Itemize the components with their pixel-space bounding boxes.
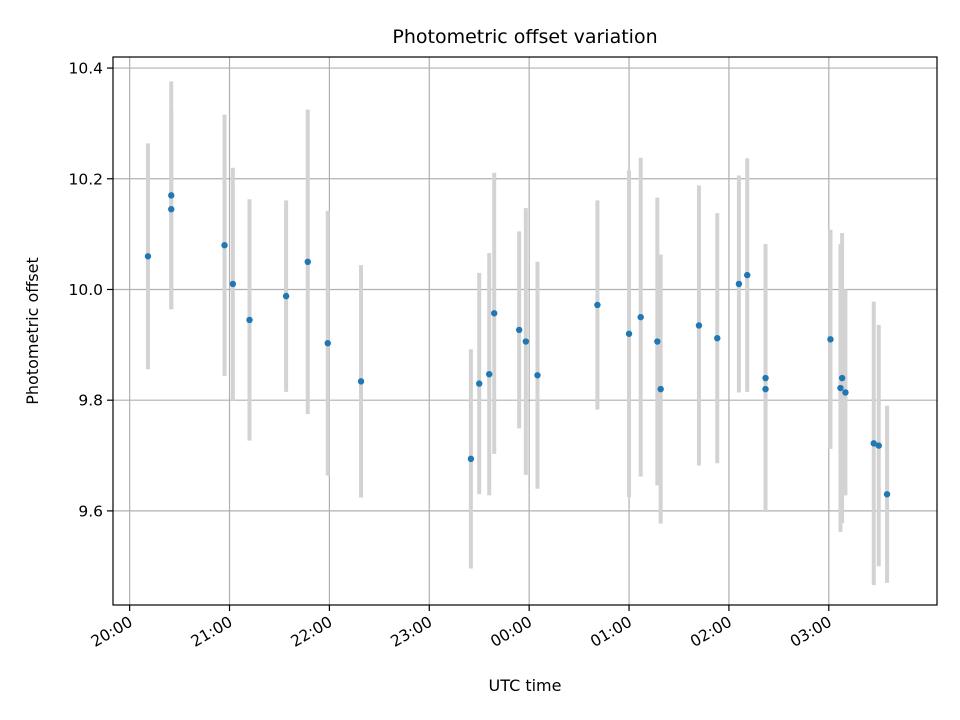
data-point xyxy=(637,313,644,321)
y-tick-label: 9.8 xyxy=(78,392,103,410)
chart-title: Photometric offset variation xyxy=(392,26,657,48)
data-point xyxy=(221,242,228,249)
data-point xyxy=(304,258,311,266)
y-tick-label: 10.0 xyxy=(68,281,103,299)
data-point xyxy=(762,374,769,382)
data-point xyxy=(534,372,541,379)
data-point xyxy=(246,316,253,324)
data-point xyxy=(762,385,769,393)
data-point xyxy=(827,336,834,343)
data-point xyxy=(837,384,844,392)
data-point xyxy=(476,380,483,387)
data-point xyxy=(870,440,877,447)
data-point xyxy=(515,326,523,334)
data-point xyxy=(168,192,175,199)
data-point xyxy=(594,301,601,309)
data-point xyxy=(735,280,743,288)
x-axis-label: UTC time xyxy=(489,676,562,695)
data-point xyxy=(282,292,290,300)
data-point xyxy=(522,338,530,345)
data-point xyxy=(714,334,721,342)
data-point xyxy=(467,455,475,463)
y-axis-ticks: 9.6 9.8 10.0 10.2 10.4 xyxy=(68,60,113,520)
y-axis-label: Photometric offset xyxy=(23,257,42,405)
data-points xyxy=(144,192,891,498)
data-point xyxy=(486,370,493,378)
data-point xyxy=(625,330,633,337)
data-point xyxy=(324,339,331,347)
data-point xyxy=(654,338,661,345)
data-point xyxy=(357,378,365,385)
plot-frame xyxy=(112,56,938,606)
data-point xyxy=(657,385,664,393)
y-tick-label: 10.2 xyxy=(68,170,103,188)
data-point xyxy=(144,253,152,260)
y-tick-label: 9.6 xyxy=(78,502,103,520)
data-point xyxy=(695,322,703,329)
y-tick-label: 10.4 xyxy=(68,60,103,78)
data-point xyxy=(842,389,849,396)
data-point xyxy=(838,374,846,382)
data-point xyxy=(168,206,175,213)
data-point xyxy=(491,310,498,317)
data-point xyxy=(883,491,891,498)
data-point xyxy=(229,280,237,288)
data-point xyxy=(744,271,751,279)
data-point xyxy=(875,442,882,449)
